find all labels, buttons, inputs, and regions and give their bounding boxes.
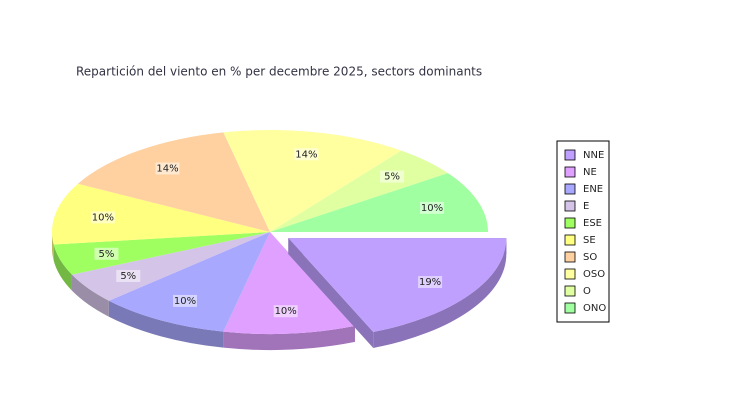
slice xyxy=(71,232,270,301)
slice-side xyxy=(52,232,54,261)
slice xyxy=(223,130,402,232)
legend-swatch xyxy=(564,183,576,195)
slice xyxy=(53,232,270,275)
legend-label: ONO xyxy=(583,303,606,314)
data-label: 10% xyxy=(275,306,297,317)
legend-swatch xyxy=(564,285,576,297)
slice-side xyxy=(373,238,507,349)
legend-label: ESE xyxy=(583,218,602,229)
slice-side xyxy=(288,238,374,349)
data-label: 5% xyxy=(384,172,400,183)
legend-swatch xyxy=(564,166,576,178)
slice-side xyxy=(108,300,224,348)
legend-label: O xyxy=(583,286,591,297)
legend-swatch xyxy=(564,251,576,263)
data-label: 5% xyxy=(99,249,115,260)
data-label: 5% xyxy=(120,271,136,282)
slice-side xyxy=(223,325,355,350)
label-bg xyxy=(94,247,119,260)
label-bg xyxy=(294,148,319,161)
label-bg xyxy=(155,162,180,175)
label-bg xyxy=(172,294,197,307)
data-label: 19% xyxy=(419,277,441,288)
legend-label: NNE xyxy=(583,150,604,161)
label-bg xyxy=(380,170,405,183)
slice xyxy=(108,232,270,332)
legend-label: SO xyxy=(583,252,597,263)
legend-label: NE xyxy=(583,167,597,178)
legend-swatch xyxy=(564,234,576,246)
data-label: 14% xyxy=(156,164,178,175)
slice xyxy=(288,238,507,333)
slice-side xyxy=(71,274,109,317)
slice xyxy=(270,173,488,232)
legend-swatch xyxy=(564,200,576,212)
slice xyxy=(223,232,355,334)
label-bg xyxy=(420,201,445,214)
label-bg xyxy=(273,305,298,318)
slice xyxy=(77,132,271,232)
legend-label: OSO xyxy=(583,269,605,280)
legend-swatch xyxy=(564,268,576,280)
label-bg xyxy=(90,211,115,224)
slice xyxy=(51,183,271,245)
legend-label: ENE xyxy=(583,184,603,195)
label-bg xyxy=(418,276,443,289)
legend-swatch xyxy=(564,217,576,229)
legend-label: E xyxy=(583,201,589,212)
legend-swatch xyxy=(564,302,576,314)
legend-swatch xyxy=(564,149,576,161)
data-label: 10% xyxy=(92,212,114,223)
data-label: 10% xyxy=(421,203,443,214)
legend-label: SE xyxy=(583,235,596,246)
data-label: 14% xyxy=(295,149,317,160)
label-bg xyxy=(116,269,141,282)
chart-title: Repartición del viento en % per decembre… xyxy=(76,65,482,79)
slice-side xyxy=(53,244,72,291)
data-label: 10% xyxy=(174,296,196,307)
